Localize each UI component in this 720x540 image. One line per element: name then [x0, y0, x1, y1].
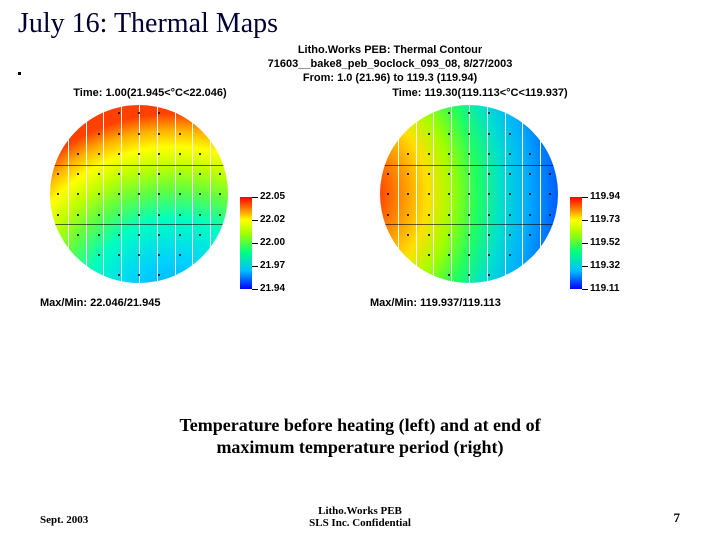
figure-title-line1: Litho.Works PEB: Thermal Contour	[298, 44, 482, 56]
caption: Temperature before heating (left) and at…	[0, 415, 720, 458]
page-title: July 16: Thermal Maps	[18, 8, 278, 40]
colorbar-label: 21.94	[260, 283, 285, 294]
caption-line1: Temperature before heating (left) and at…	[179, 415, 540, 435]
colorbar-label: 22.05	[260, 191, 285, 202]
colorbar-label: 119.52	[590, 237, 620, 248]
panel-left-maxmin: Max/Min: 22.046/21.945	[40, 297, 160, 309]
panel-right: Time: 119.30(119.113<°C<119.937) Max/Min…	[360, 87, 680, 347]
colorbar-label: 21.97	[260, 260, 285, 271]
footer: Sept. 2003 Litho.Works PEB SLS Inc. Conf…	[0, 500, 720, 530]
wafer-left-dots	[50, 105, 228, 283]
footer-center: Litho.Works PEB SLS Inc. Confidential	[0, 505, 720, 530]
figure-title-line3: From: 1.0 (21.96) to 119.3 (119.94)	[303, 72, 477, 84]
wafer-left	[50, 105, 228, 283]
footer-center-line2: SLS Inc. Confidential	[309, 517, 411, 529]
figure-title-line2: 71603__bake8_peb_9oclock_093_08, 8/27/20…	[268, 58, 513, 70]
panel-right-title: Time: 119.30(119.113<°C<119.937)	[380, 87, 580, 99]
figure-header: Litho.Works PEB: Thermal Contour 71603__…	[70, 44, 710, 85]
footer-center-line1: Litho.Works PEB	[318, 505, 402, 517]
wafer-right	[380, 105, 558, 283]
panel-left-title: Time: 1.00(21.945<°C<22.046)	[50, 87, 250, 99]
wafer-right-dots	[380, 105, 558, 283]
colorbar-label: 22.00	[260, 237, 285, 248]
panels-row: Time: 1.00(21.945<°C<22.046) Max/Min: 22…	[70, 87, 710, 347]
slide: July 16: Thermal Maps Litho.Works PEB: T…	[0, 0, 720, 540]
bullet-dot	[18, 72, 21, 75]
footer-page-number: 7	[674, 510, 681, 526]
colorbar-left-bar	[240, 197, 252, 289]
caption-line2: maximum temperature period (right)	[216, 437, 503, 457]
panel-right-maxmin: Max/Min: 119.937/119.113	[370, 297, 501, 309]
colorbar-label: 22.02	[260, 214, 285, 225]
colorbar-label: 119.73	[590, 214, 620, 225]
colorbar-label: 119.94	[590, 191, 620, 202]
colorbar-label: 119.11	[590, 283, 619, 294]
colorbar-right-bar	[570, 197, 582, 289]
thermal-figure: Litho.Works PEB: Thermal Contour 71603__…	[70, 44, 710, 347]
panel-left: Time: 1.00(21.945<°C<22.046) Max/Min: 22…	[30, 87, 350, 347]
colorbar-label: 119.32	[590, 260, 620, 271]
